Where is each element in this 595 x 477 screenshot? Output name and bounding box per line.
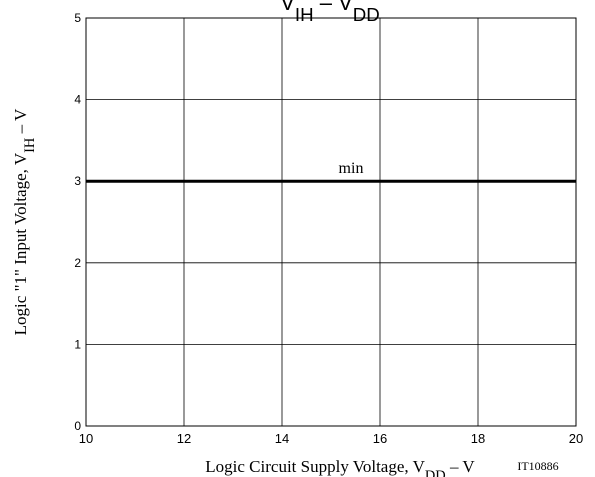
x-tick-label: 16 [373,431,387,446]
x-tick-label: 18 [471,431,485,446]
label-part: DD [425,468,446,477]
label-part: DD [353,4,380,25]
y-tick-label: 2 [74,256,81,270]
x-tick-label: 12 [177,431,191,446]
x-tick-label: 20 [569,431,583,446]
x-axis-label: Logic Circuit Supply Voltage, VDD – V [205,457,475,477]
y-axis-label: Logic "1" Input Voltage, VIH – V [11,108,38,335]
plot-frame [85,17,577,427]
y-tick-label: 5 [74,11,81,25]
label-part: Logic Circuit Supply Voltage, V [205,457,425,476]
y-tick-label: 0 [74,419,81,433]
label-part: – V [314,0,353,15]
label-part: IH [295,4,314,25]
label-part: – V [11,108,30,138]
x-tick-label: 10 [79,431,93,446]
y-tick-label: 4 [74,93,81,107]
label-part: – V [446,457,476,476]
y-tick-label: 1 [74,337,81,351]
label-part: V [280,0,295,15]
series-label: min [339,160,364,177]
figure-code: IT10886 [517,459,558,473]
y-tick-label: 3 [74,174,81,188]
chart-title: VIH – VDD [280,0,380,25]
label-part: IH [22,138,38,153]
x-tick-label: 14 [275,431,289,446]
label-part: Logic "1" Input Voltage, V [11,152,30,335]
